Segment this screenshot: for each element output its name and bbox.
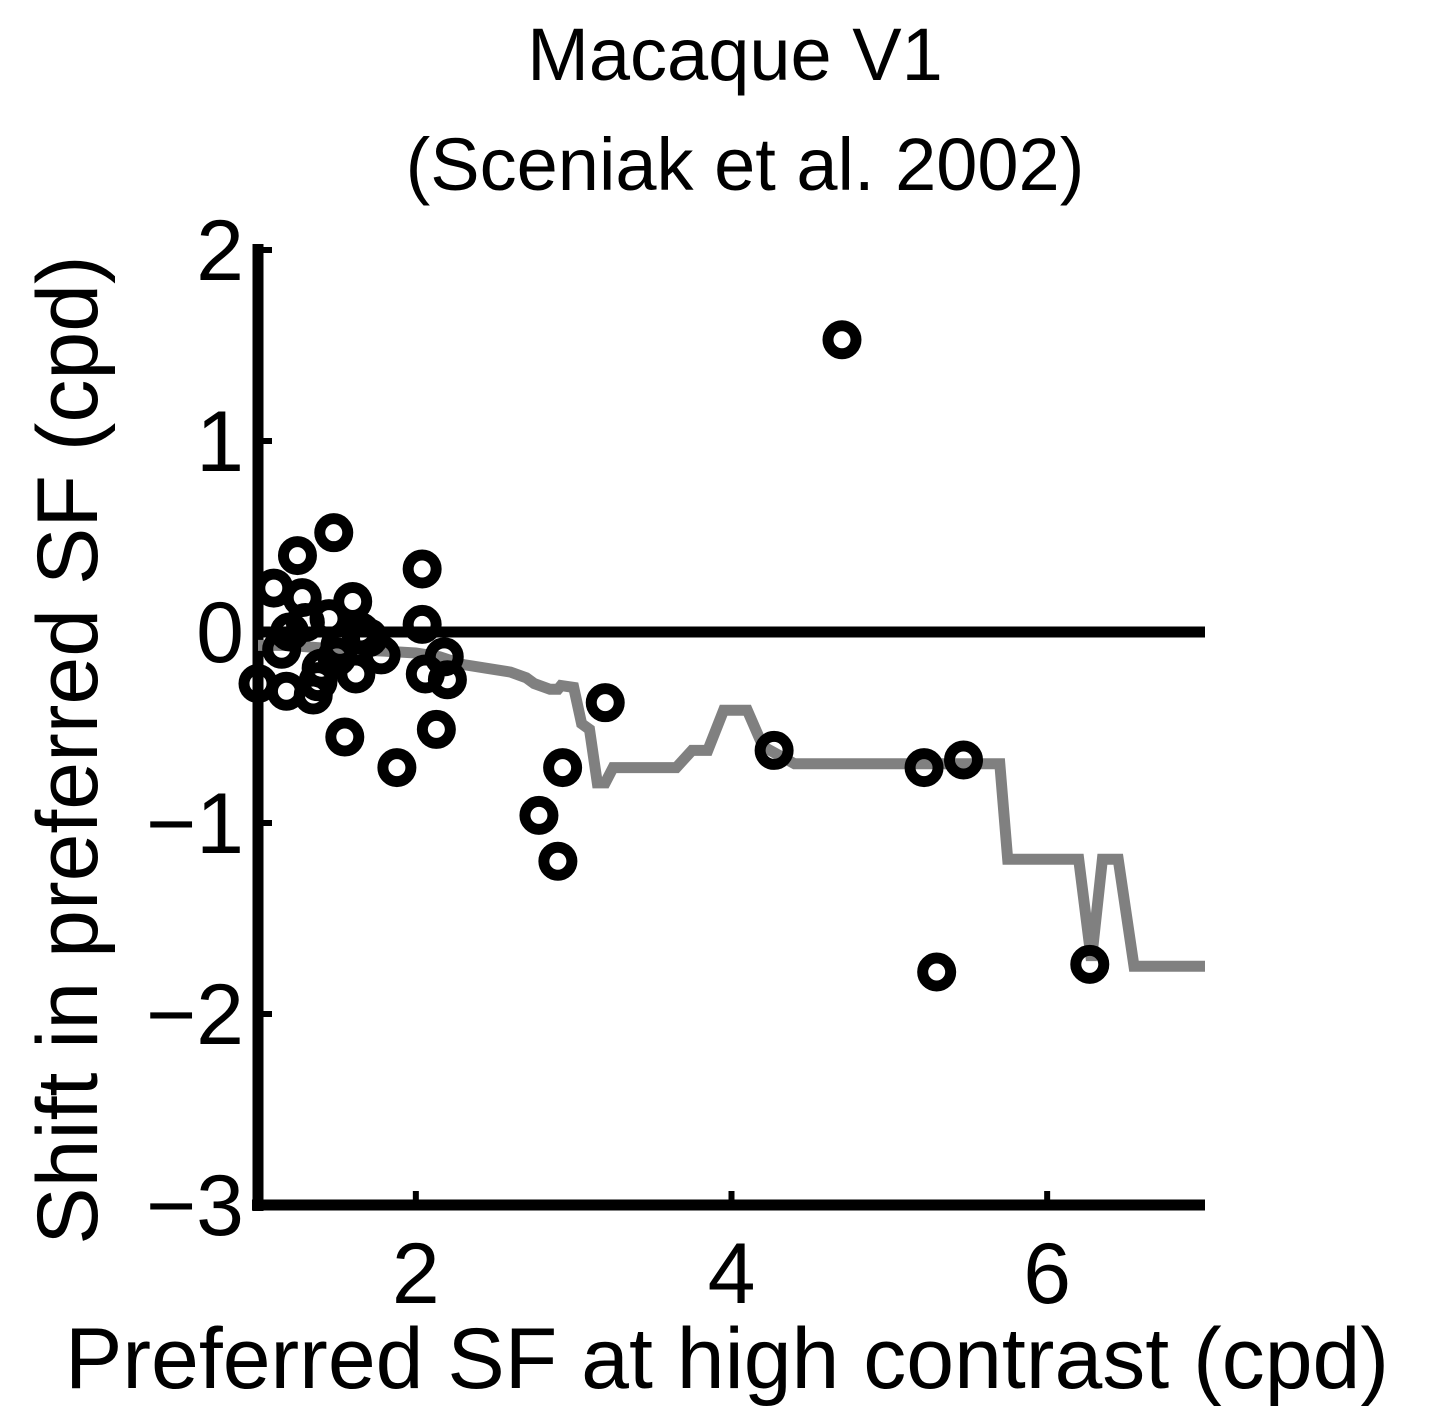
- x-axis-title: Preferred SF at high contrast (cpd): [65, 1311, 1389, 1407]
- y-tick-label: 2: [196, 203, 244, 299]
- scatter-point: [377, 748, 417, 788]
- trend-line-series: [258, 639, 1205, 972]
- plot-area: 2 4 6 2 1 0 −1 −2 −3: [146, 203, 1205, 1322]
- scatter-point: [314, 513, 354, 553]
- scatter-point: [333, 581, 373, 621]
- x-tick-label: 6: [1023, 1226, 1071, 1322]
- y-ticks: 2 1 0 −1 −2 −3: [146, 203, 272, 1254]
- y-tick-label: 0: [196, 585, 244, 681]
- scatter-point: [427, 660, 467, 700]
- y-tick-label: −1: [146, 776, 244, 872]
- scatter-series: [238, 320, 1110, 992]
- y-tick-label: 1: [196, 394, 244, 490]
- x-tick-label: 4: [708, 1226, 756, 1322]
- scatter-point: [543, 748, 583, 788]
- y-tick-label: −3: [146, 1158, 244, 1254]
- scatter-point: [519, 795, 559, 835]
- scatter-point: [277, 536, 317, 576]
- scatter-point: [754, 730, 794, 770]
- scatter-point: [585, 683, 625, 723]
- x-ticks: 2 4 6: [392, 1191, 1071, 1322]
- scatter-point: [402, 549, 442, 589]
- scatter-point: [325, 717, 365, 757]
- scatter-point: [1070, 944, 1110, 984]
- chart-subtitle: (Sceniak et al. 2002): [406, 123, 1085, 206]
- scatter-point: [416, 709, 456, 749]
- scatter-point: [944, 740, 984, 780]
- scatter-point: [904, 748, 944, 788]
- scatter-point: [822, 320, 862, 360]
- x-tick-label: 2: [392, 1226, 440, 1322]
- scatter-point: [917, 952, 957, 992]
- scatter-point: [538, 841, 578, 881]
- scatter-point: [402, 604, 442, 644]
- y-axis-title: Shift in preferred SF (cpd): [20, 255, 116, 1244]
- y-tick-label: −2: [146, 967, 244, 1063]
- scatter-point: [361, 635, 401, 675]
- chart-title: Macaque V1: [527, 13, 943, 96]
- scatter-point: [336, 654, 376, 694]
